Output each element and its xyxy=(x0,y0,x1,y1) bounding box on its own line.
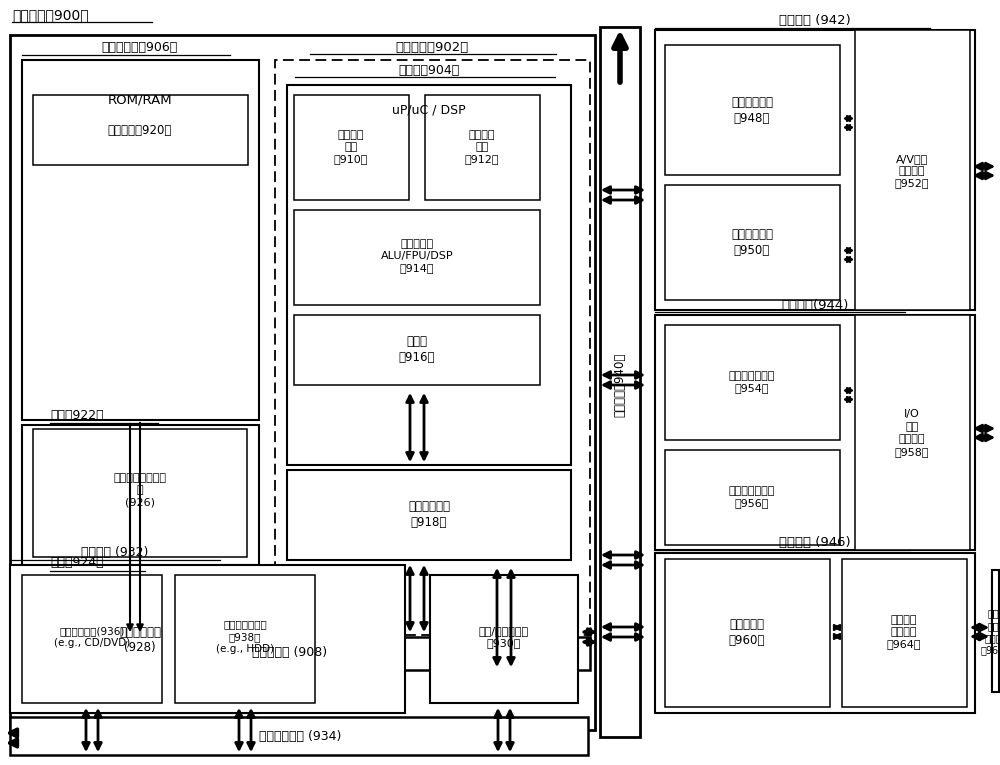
Bar xyxy=(10,35,595,730)
Bar xyxy=(665,185,840,300)
Bar xyxy=(22,573,259,713)
Bar xyxy=(842,559,967,707)
Bar xyxy=(665,45,840,175)
Bar xyxy=(294,210,540,305)
Text: 识别目标图片的设
备
(926): 识别目标图片的设 备 (926) xyxy=(114,473,166,507)
Text: A/V端口
（多个）
（952）: A/V端口 （多个） （952） xyxy=(895,154,929,188)
Bar xyxy=(665,450,840,545)
Bar xyxy=(655,315,975,550)
Text: 一级高速
缓存
（910）: 一级高速 缓存 （910） xyxy=(334,129,368,164)
Bar xyxy=(33,429,247,557)
Text: I/O
端口
（多个）
（958）: I/O 端口 （多个） （958） xyxy=(895,409,929,457)
Text: 操作系统（920）: 操作系统（920） xyxy=(108,123,172,136)
Text: uP/uC / DSP: uP/uC / DSP xyxy=(392,103,466,116)
Bar xyxy=(22,575,162,703)
Text: 存储器控制器
（918）: 存储器控制器 （918） xyxy=(408,500,450,529)
Bar xyxy=(430,575,578,703)
Bar xyxy=(10,565,405,713)
Bar xyxy=(33,95,248,165)
Text: 数据（924）: 数据（924） xyxy=(50,556,104,569)
Text: 二级高速
缓存
（912）: 二级高速 缓存 （912） xyxy=(465,129,499,164)
Text: 输出设备 (942): 输出设备 (942) xyxy=(779,14,851,27)
Text: 接口总线（940）: 接口总线（940） xyxy=(614,353,626,417)
Text: 不可移除储存器
（938）
(e.g., HDD): 不可移除储存器 （938） (e.g., HDD) xyxy=(216,620,274,654)
Text: 寄存器
（916）: 寄存器 （916） xyxy=(399,334,435,363)
Text: 音频处理单元
（950）: 音频处理单元 （950） xyxy=(731,227,773,256)
Text: 储存设备 (932): 储存设备 (932) xyxy=(81,546,149,559)
Text: 目标图片集合
(928): 目标图片集合 (928) xyxy=(119,626,161,655)
Bar xyxy=(425,95,540,200)
Bar xyxy=(22,60,259,420)
Bar xyxy=(855,315,970,550)
Text: 处理器（904）: 处理器（904） xyxy=(398,63,460,76)
Bar xyxy=(294,95,409,200)
Text: 基本配置（902）: 基本配置（902） xyxy=(395,41,469,54)
Text: 外围接口(944): 外围接口(944) xyxy=(781,298,849,311)
Bar xyxy=(287,85,571,465)
Bar xyxy=(665,559,830,707)
Bar xyxy=(287,470,571,560)
Bar xyxy=(10,637,590,670)
Text: 处理器核心
ALU/FPU/DSP
（914）: 处理器核心 ALU/FPU/DSP （914） xyxy=(381,239,453,273)
Text: 应用（922）: 应用（922） xyxy=(50,409,104,422)
Bar xyxy=(10,717,588,755)
Bar xyxy=(600,27,640,737)
Text: 图像处理单元
（948）: 图像处理单元 （948） xyxy=(731,96,773,125)
Text: 通信设备 (946): 通信设备 (946) xyxy=(779,536,851,549)
Text: 总线/接口控制器
（930）: 总线/接口控制器 （930） xyxy=(479,626,529,648)
Text: 储存接口总线 (934): 储存接口总线 (934) xyxy=(259,730,341,743)
Bar xyxy=(175,575,315,703)
Text: 其他计
算设备
（多个）
（962）: 其他计 算设备 （多个） （962） xyxy=(981,608,1000,656)
Bar xyxy=(992,572,997,690)
Text: 并行接口控制器
（956）: 并行接口控制器 （956） xyxy=(729,486,775,508)
Bar xyxy=(275,60,590,635)
Bar xyxy=(33,577,247,705)
Bar xyxy=(855,30,970,310)
Bar xyxy=(294,315,540,385)
Text: 计算设备（900）: 计算设备（900） xyxy=(12,8,89,22)
Text: 可移除储存器(936)
(e.g., CD/DVD): 可移除储存器(936) (e.g., CD/DVD) xyxy=(54,626,130,648)
Text: 串行接口控制器
（954）: 串行接口控制器 （954） xyxy=(729,371,775,393)
Text: 网络控制器
（960）: 网络控制器 （960） xyxy=(729,617,765,646)
Text: 系统存储器（906）: 系统存储器（906） xyxy=(102,41,178,54)
Bar xyxy=(992,570,999,692)
Bar xyxy=(665,325,840,440)
Text: 通信端口
（多个）
（964）: 通信端口 （多个） （964） xyxy=(887,614,921,649)
Bar xyxy=(655,30,975,310)
Text: 存储器总线 (908): 存储器总线 (908) xyxy=(252,646,328,659)
Bar xyxy=(22,425,259,565)
Bar xyxy=(655,553,975,713)
Text: ROM/RAM: ROM/RAM xyxy=(108,93,172,106)
